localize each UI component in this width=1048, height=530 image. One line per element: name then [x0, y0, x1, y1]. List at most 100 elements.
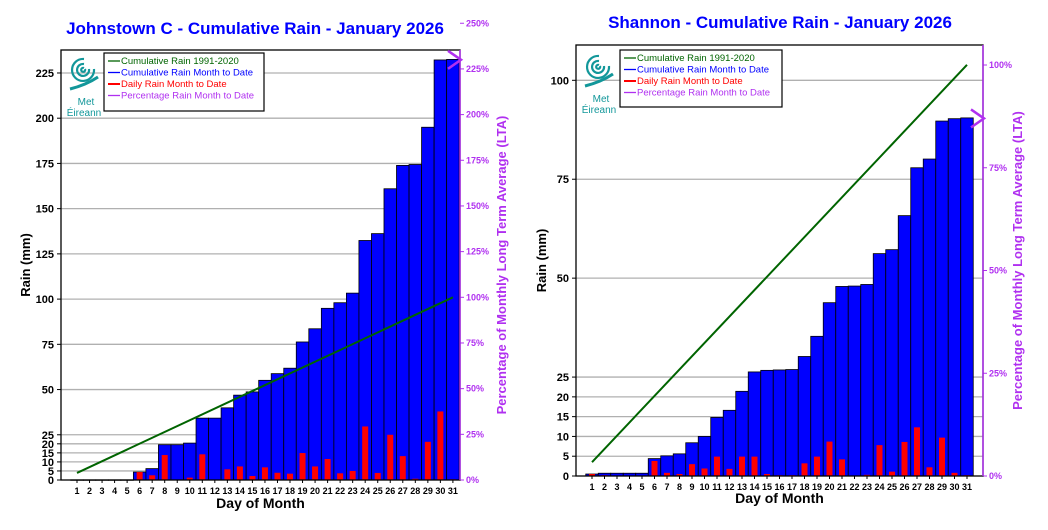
cumulative-bar-day-16	[259, 380, 272, 480]
cumulative-bar-day-26	[898, 216, 911, 476]
x-tick-label: 11	[198, 486, 208, 496]
x-tick-label: 29	[937, 482, 947, 492]
legend-entry: Percentage Rain Month to Date	[637, 88, 770, 99]
daily-bar-day-12	[727, 469, 733, 476]
y-tick-label: 125	[36, 249, 54, 261]
cumulative-bar-day-28	[923, 159, 936, 476]
cumulative-bar-day-29	[936, 121, 949, 476]
legend-entry: Cumulative Rain 1991-2020	[121, 56, 239, 67]
x-tick-label: 3	[614, 482, 619, 492]
x-tick-label: 8	[162, 486, 167, 496]
cumulative-bar-day-21	[836, 286, 849, 476]
cumulative-bar-day-17	[786, 370, 799, 476]
daily-bar-day-13	[224, 469, 230, 480]
x-tick-label: 24	[874, 482, 884, 492]
x-axis-label: Day of Month	[735, 490, 824, 506]
y2-tick-label: 75%	[466, 338, 484, 348]
cumulative-bar-day-8	[673, 454, 686, 476]
cumulative-bar-day-23	[346, 293, 359, 480]
x-tick-label: 2	[602, 482, 607, 492]
y2-tick-label: 0%	[989, 471, 1002, 481]
x-tick-label: 29	[423, 486, 433, 496]
x-tick-label: 3	[100, 486, 105, 496]
y-tick-label: 100	[551, 75, 569, 87]
daily-bar-day-11	[199, 454, 205, 480]
x-tick-label: 2	[87, 486, 92, 496]
daily-bar-day-19	[814, 457, 820, 476]
y-tick-label: 10	[557, 431, 569, 443]
daily-bar-day-28	[927, 467, 933, 476]
y-tick-label: 0	[563, 471, 569, 483]
cumulative-bar-day-23	[861, 284, 874, 476]
daily-bar-day-27	[400, 456, 406, 480]
legend-entry: Cumulative Rain Month to Date	[637, 65, 769, 76]
y-tick-label: 150	[36, 204, 54, 216]
x-tick-label: 4	[112, 486, 117, 496]
x-tick-label: 7	[664, 482, 669, 492]
x-tick-label: 28	[410, 486, 420, 496]
x-tick-label: 5	[639, 482, 644, 492]
x-tick-label: 1	[74, 486, 79, 496]
x-tick-label: 25	[887, 482, 897, 492]
cumulative-bar-day-25	[886, 250, 899, 476]
x-tick-label: 6	[652, 482, 657, 492]
daily-bar-day-20	[827, 442, 833, 476]
y2-tick-label: 100%	[989, 60, 1012, 70]
x-tick-label: 22	[335, 486, 345, 496]
daily-bar-day-8	[162, 455, 168, 480]
y-axis-label: Rain (mm)	[18, 233, 33, 297]
y-tick-label: 200	[36, 113, 54, 125]
logo-swoosh-icon	[70, 77, 98, 89]
y-tick-label: 75	[42, 339, 54, 351]
x-tick-label: 8	[677, 482, 682, 492]
daily-bar-day-9	[689, 464, 695, 476]
daily-bar-day-21	[325, 459, 331, 480]
x-tick-label: 23	[348, 486, 358, 496]
daily-bar-day-29	[939, 438, 945, 476]
cumulative-bar-day-15	[246, 392, 259, 480]
daily-bar-day-21	[839, 459, 845, 476]
y2-tick-label: 250%	[466, 18, 489, 28]
x-tick-label: 7	[150, 486, 155, 496]
daily-bar-day-24	[877, 445, 883, 476]
cumulative-bar-day-20	[309, 329, 322, 480]
x-tick-label: 4	[627, 482, 632, 492]
cumulative-bar-day-24	[873, 254, 886, 476]
legend-entry: Cumulative Rain 1991-2020	[637, 53, 755, 64]
daily-bar-day-30	[437, 411, 443, 480]
daily-bar-day-24	[362, 426, 368, 480]
daily-bar-day-18	[802, 463, 808, 476]
y2-tick-label: 200%	[466, 110, 489, 120]
x-axis-label: Day of Month	[216, 495, 305, 511]
daily-bar-day-14	[237, 466, 243, 480]
cumulative-bar-day-31	[961, 118, 974, 476]
x-tick-label: 28	[924, 482, 934, 492]
x-tick-label: 21	[837, 482, 847, 492]
cumulative-bar-day-9	[171, 445, 184, 480]
x-tick-label: 10	[699, 482, 709, 492]
chart-title: Shannon - Cumulative Rain - January 2026	[608, 13, 952, 32]
x-tick-label: 27	[912, 482, 922, 492]
daily-bar-day-25	[889, 472, 895, 476]
cumulative-bar-day-30	[948, 119, 961, 476]
x-tick-label: 27	[398, 486, 408, 496]
cumulative-bar-day-25	[371, 234, 384, 480]
y2-tick-label: 150%	[466, 201, 489, 211]
cumulative-bar-day-17	[271, 374, 284, 480]
y2-tick-label: 225%	[466, 64, 489, 74]
x-tick-label: 9	[689, 482, 694, 492]
daily-bar-day-27	[914, 427, 920, 476]
x-tick-label: 24	[360, 486, 370, 496]
legend-entry: Daily Rain Month to Date	[121, 79, 227, 90]
x-tick-label: 26	[899, 482, 909, 492]
y-tick-label: 20	[557, 392, 569, 404]
legend-entry: Percentage Rain Month to Date	[121, 91, 254, 102]
chart-1: Johnstown C - Cumulative Rain - January …	[18, 18, 509, 511]
y2-tick-label: 0%	[466, 475, 479, 485]
daily-bar-day-26	[387, 435, 393, 480]
x-tick-label: 30	[949, 482, 959, 492]
x-tick-label: 30	[435, 486, 445, 496]
